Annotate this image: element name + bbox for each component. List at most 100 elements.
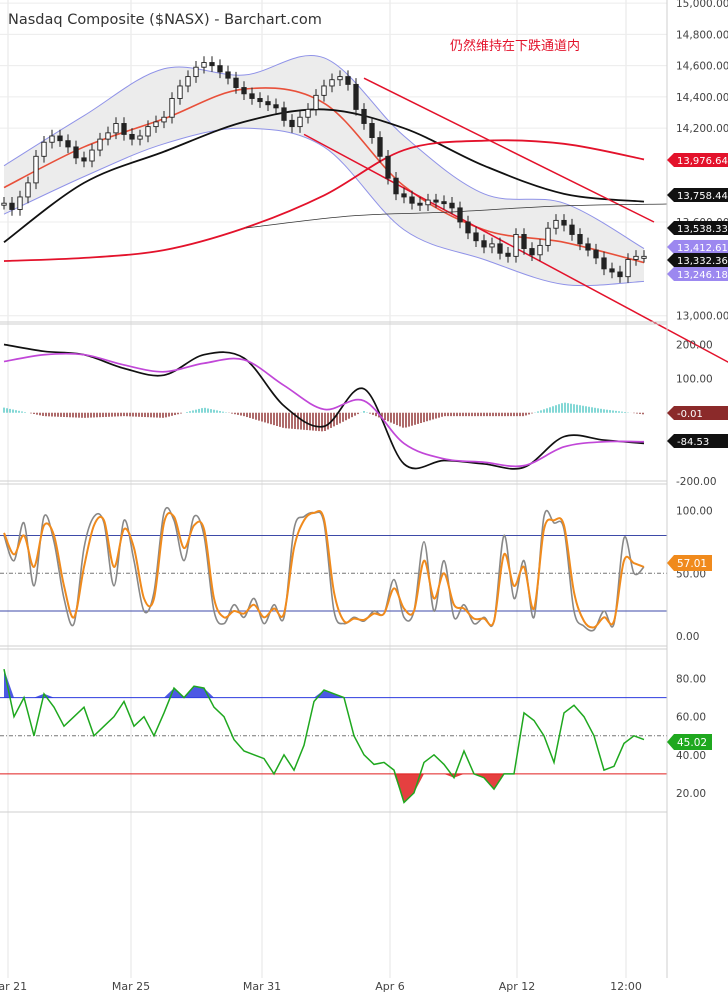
last-value-label: 13,246.18 [677, 270, 728, 281]
candle-body [305, 108, 311, 118]
candle-body [17, 196, 23, 210]
candle-body [401, 193, 407, 198]
price-panel [1, 55, 728, 363]
y-tick-label: 20.00 [676, 788, 706, 800]
stochastic-k-line [3, 507, 645, 632]
candle-body [513, 234, 519, 257]
y-tick-label: 14,600.00 [676, 61, 728, 73]
y-tick-label: 80.00 [676, 674, 706, 686]
candle-body [113, 123, 119, 134]
ma-red-line [3, 139, 645, 262]
candle-body [577, 234, 583, 245]
y-tick-label: 14,200.00 [676, 123, 728, 135]
candle-body [385, 155, 391, 179]
y-tick-label: 200.00 [676, 339, 713, 351]
candle-body [137, 135, 143, 140]
candle-body [393, 177, 399, 195]
candle-body [81, 157, 87, 162]
candle-body [233, 77, 239, 88]
candle-body [1, 202, 7, 206]
candle-body [257, 98, 263, 103]
candle-body [265, 101, 271, 106]
candle-body [73, 146, 79, 159]
candle-body [297, 116, 303, 128]
ma-black-line [3, 108, 645, 244]
last-value-label: 13,758.44 [677, 191, 728, 202]
rsi-panel [0, 668, 667, 804]
y-tick-label: 50.00 [676, 568, 706, 580]
candle-body [425, 199, 431, 206]
stochastic-panel [0, 507, 667, 632]
candle-body [185, 76, 191, 87]
candle-body [161, 116, 167, 123]
last-value-label: 57.01 [677, 558, 707, 570]
y-tick-label: 15,000.00 [676, 0, 728, 10]
candle-body [193, 66, 199, 78]
y-tick-label: -200.00 [676, 476, 717, 488]
candle-body [569, 224, 575, 235]
last-value-tag [667, 267, 728, 281]
last-value-label: 45.02 [677, 737, 707, 749]
candle-body [105, 132, 111, 140]
last-value-tag [667, 406, 728, 420]
candle-body [337, 76, 343, 81]
candle-body [49, 135, 55, 143]
candle-body [441, 201, 447, 205]
candle-body [617, 271, 623, 278]
last-value-label: 13,412.61 [677, 243, 728, 254]
candle-body [121, 123, 127, 135]
chart-annotation: 仍然维持在下跌通道内 [450, 38, 580, 54]
candle-body [377, 137, 383, 157]
candle-body [281, 107, 287, 121]
candle-body [353, 83, 359, 110]
candle-body [409, 196, 415, 204]
candle-body [545, 227, 551, 246]
last-value-label: -84.53 [677, 437, 709, 448]
candle-body [169, 98, 175, 118]
candle-body [9, 202, 15, 210]
rsi-line [3, 668, 645, 804]
last-value-tag [667, 153, 728, 167]
last-value-label: -0.01 [677, 409, 703, 420]
long-ma-line [245, 203, 668, 229]
candle-body [273, 104, 279, 109]
x-tick-label: Mar 31 [243, 980, 281, 993]
candle-body [145, 126, 151, 137]
candle-body [177, 85, 183, 99]
x-tick-label: Apr 6 [375, 980, 405, 993]
candle-body [609, 268, 615, 273]
candle-body [553, 219, 559, 229]
candle-body [241, 87, 247, 95]
candle-body [633, 255, 639, 260]
macd-line [3, 343, 645, 470]
last-value-tag [667, 253, 728, 267]
y-tick-label: 14,400.00 [676, 92, 728, 104]
candle-body [25, 182, 31, 198]
candle-body [561, 219, 567, 226]
y-tick-label: 100.00 [676, 505, 713, 517]
candle-body [209, 62, 215, 67]
candle-body [457, 207, 463, 223]
chart-title: Nasdaq Composite ($NASX) - Barchart.com [8, 12, 322, 28]
candle-body [33, 155, 39, 184]
candle-body [641, 255, 647, 259]
candle-body [369, 123, 375, 139]
candle-body [593, 249, 599, 259]
candle-body [497, 243, 503, 254]
candle-body [529, 248, 535, 256]
rsi-overbought-fill [4, 669, 644, 698]
candle-body [201, 62, 207, 68]
last-value-tag [667, 221, 728, 235]
y-tick-label: 14,800.00 [676, 29, 728, 41]
candle-body [89, 149, 95, 162]
candle-body [65, 140, 71, 148]
last-value-tag [667, 434, 728, 448]
last-value-tag [667, 188, 728, 202]
candle-body [41, 141, 47, 157]
y-tick-label: 100.00 [676, 374, 713, 386]
last-value-tag [667, 555, 712, 571]
candle-body [217, 65, 223, 73]
candle-body [449, 202, 455, 209]
candle-body [433, 199, 439, 203]
